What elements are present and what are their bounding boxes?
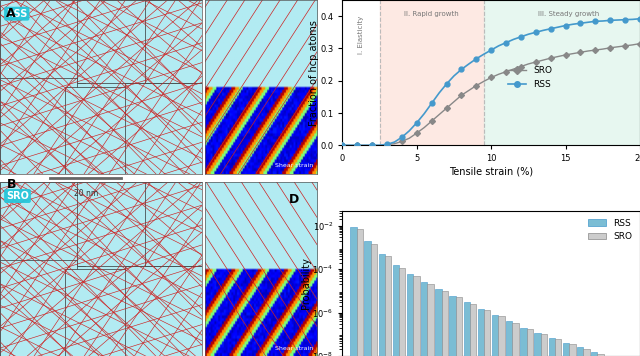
Bar xyxy=(0,182,84,266)
Bar xyxy=(145,0,202,83)
Bar xyxy=(125,83,202,174)
Bar xyxy=(0,78,77,174)
Bar xyxy=(499,316,505,356)
Bar xyxy=(380,0,484,145)
Bar xyxy=(421,282,428,356)
Bar xyxy=(65,87,137,174)
Bar xyxy=(407,274,413,356)
Bar xyxy=(527,329,533,356)
Bar xyxy=(77,0,161,83)
Text: III. Steady growth: III. Steady growth xyxy=(538,11,599,17)
Bar xyxy=(506,321,513,356)
Text: I. Elasticity: I. Elasticity xyxy=(358,16,364,54)
Bar xyxy=(569,344,575,356)
Legend: SRO, RSS: SRO, RSS xyxy=(504,63,556,92)
Bar xyxy=(428,284,434,356)
Bar xyxy=(385,256,391,356)
Text: RSS: RSS xyxy=(6,9,28,19)
Bar xyxy=(470,304,476,356)
Y-axis label: Probability: Probability xyxy=(301,257,311,309)
Text: Shear strain: Shear strain xyxy=(275,163,314,168)
Bar xyxy=(541,334,547,356)
Bar xyxy=(65,269,137,356)
Text: 20 nm: 20 nm xyxy=(74,189,98,198)
Bar xyxy=(548,338,555,356)
Bar xyxy=(356,229,363,356)
Bar xyxy=(463,302,470,356)
Text: II. Rapid growth: II. Rapid growth xyxy=(404,11,459,17)
Bar xyxy=(492,315,499,356)
Bar xyxy=(399,267,405,356)
Text: SRO: SRO xyxy=(6,191,29,201)
Bar xyxy=(125,266,202,356)
Bar xyxy=(484,0,640,145)
X-axis label: Tensile strain (%): Tensile strain (%) xyxy=(449,166,533,176)
Bar xyxy=(378,254,385,356)
Text: Shear strain: Shear strain xyxy=(275,346,314,351)
Bar xyxy=(520,328,527,356)
Bar xyxy=(583,350,589,356)
Bar xyxy=(456,298,462,356)
Bar xyxy=(484,310,490,356)
Bar xyxy=(77,182,161,266)
Bar xyxy=(449,296,456,356)
Bar xyxy=(555,339,561,356)
Bar xyxy=(371,244,377,356)
Bar xyxy=(577,347,583,356)
Bar xyxy=(413,276,420,356)
Text: A: A xyxy=(6,7,16,20)
Text: B: B xyxy=(6,178,16,191)
Bar xyxy=(350,227,356,356)
Bar xyxy=(435,289,442,356)
Bar xyxy=(598,354,604,356)
Bar xyxy=(563,343,569,356)
Y-axis label: Fraction of hcp atoms: Fraction of hcp atoms xyxy=(308,20,319,126)
Bar xyxy=(442,291,448,356)
Bar xyxy=(145,182,202,266)
Bar xyxy=(0,261,77,356)
Legend: RSS, SRO: RSS, SRO xyxy=(584,215,636,245)
Text: C: C xyxy=(289,0,298,1)
Bar xyxy=(342,0,380,145)
Bar xyxy=(393,266,399,356)
Bar xyxy=(364,241,371,356)
Bar xyxy=(0,0,84,83)
Bar xyxy=(534,333,541,356)
Text: D: D xyxy=(289,193,299,206)
Bar xyxy=(513,323,519,356)
Bar xyxy=(477,309,484,356)
Bar xyxy=(591,352,598,356)
